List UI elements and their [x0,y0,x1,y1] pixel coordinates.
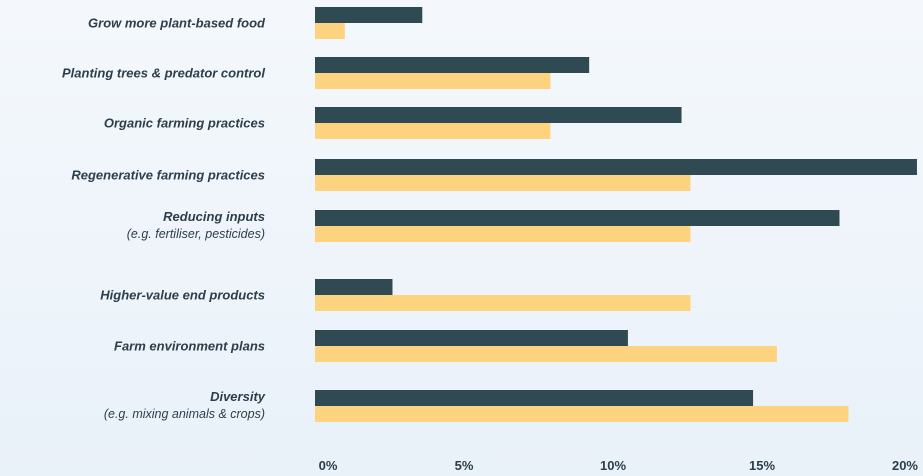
bar-series-1-1 [315,57,590,73]
bar-series-2-0 [315,23,345,39]
x-tick-label: 0% [319,458,338,473]
bar-series-2-1 [315,73,551,89]
bar-series-2-3 [315,175,691,191]
x-tick-label: 20% [892,458,918,473]
category-label: Reducing inputs [163,209,265,224]
bar-series-2-2 [315,123,551,139]
category-label: Farm environment plans [114,339,265,354]
bar-series-2-7 [315,406,849,422]
category-label: Organic farming practices [104,116,265,131]
bar-series-1-4 [315,210,840,226]
bar-series-1-0 [315,7,423,23]
bars-group [315,7,917,422]
category-sublabel: (e.g. fertiliser, pesticides) [127,227,265,241]
bar-series-1-6 [315,330,628,346]
x-tick-label: 15% [749,458,775,473]
bar-series-1-5 [315,279,393,295]
category-label: Grow more plant-based food [88,16,266,31]
x-tick-label: 5% [455,458,474,473]
x-axis-ticks: 0% 5% 10% 15% 20% [319,458,919,473]
bar-series-2-4 [315,226,691,242]
bar-series-1-2 [315,107,682,123]
category-label: Regenerative farming practices [71,168,265,183]
category-label: Higher-value end products [100,288,265,303]
category-label: Diversity [210,389,266,404]
bar-series-2-5 [315,295,691,311]
bar-series-2-6 [315,346,777,362]
category-sublabel: (e.g. mixing animals & crops) [104,407,265,421]
bar-series-1-3 [315,159,917,175]
category-labels: Grow more plant-based food Planting trees… [62,16,266,422]
category-label: Planting trees & predator control [62,66,265,81]
bar-series-1-7 [315,390,754,406]
x-tick-label: 10% [600,458,626,473]
